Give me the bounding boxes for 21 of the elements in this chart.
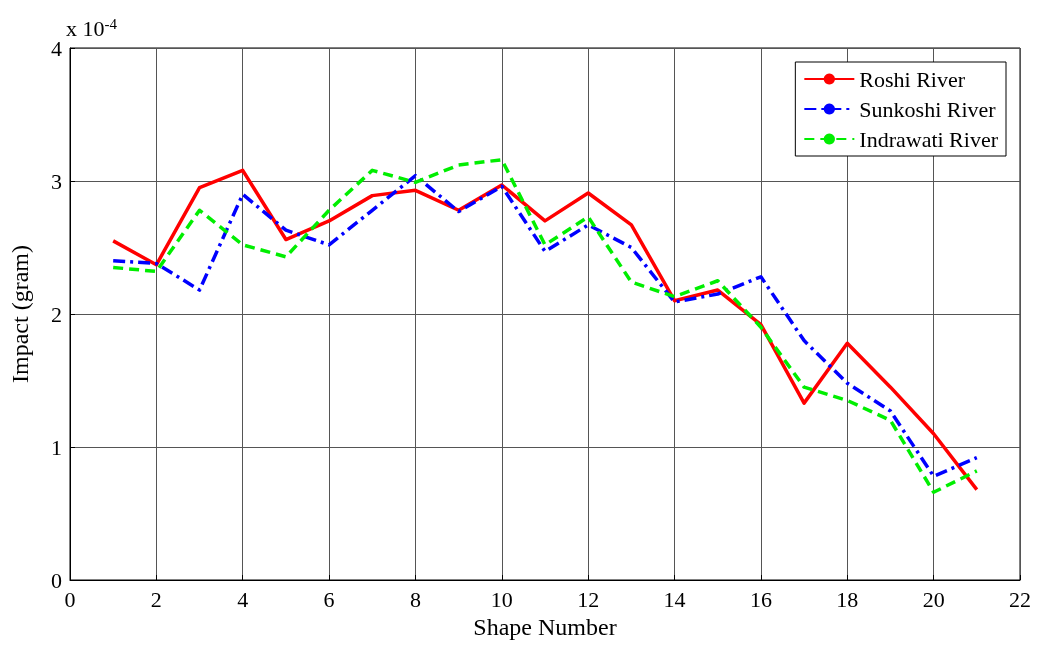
legend-label: Indrawati River [859, 126, 999, 152]
x-tick-label: 22 [1009, 586, 1031, 612]
x-tick-label: 2 [150, 586, 162, 612]
x-tick-label: 10 [490, 586, 513, 612]
x-tick-label: 12 [577, 586, 600, 612]
y-tick-label: 4 [51, 35, 62, 61]
x-tick-label: 14 [663, 586, 686, 612]
y-tick-label: 0 [51, 567, 62, 593]
legend-label: Sunkoshi River [859, 96, 997, 122]
legend-label: Roshi River [859, 66, 966, 92]
x-axis-title: Shape Number [473, 613, 617, 640]
x-tick-label: 8 [409, 586, 421, 612]
x-tick-label: 18 [836, 586, 859, 612]
y-tick-label: 2 [51, 301, 62, 327]
y-tick-label: 3 [51, 168, 62, 194]
y-axis-title: Impact (gram) [7, 245, 33, 383]
x-tick-label: 20 [922, 586, 945, 612]
x-tick-label: 6 [323, 586, 335, 612]
y-tick-label: 1 [51, 434, 62, 460]
x-tick-label: 4 [237, 586, 249, 612]
x-tick-label: 16 [749, 586, 772, 612]
